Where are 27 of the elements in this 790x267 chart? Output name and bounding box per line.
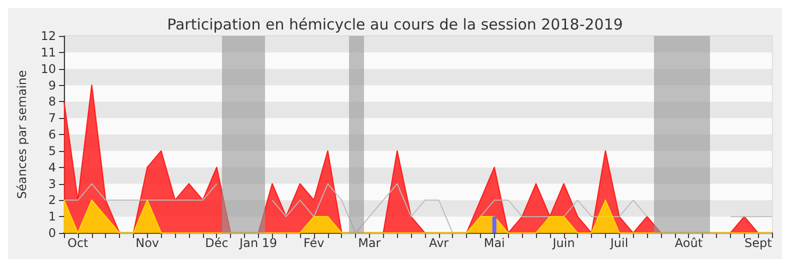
x-tick-label: Oct: [68, 236, 89, 250]
y-tick-label: 2: [48, 193, 56, 208]
x-tick-label: Juin: [552, 236, 575, 250]
y-tick-label: 11: [40, 45, 56, 60]
y-tick-label: 5: [48, 144, 56, 158]
x-tick-label: Avr: [429, 236, 449, 250]
y-tick-label: 3: [48, 176, 56, 191]
y-tick-label: 6: [48, 128, 56, 142]
x-tick-label: Fév: [304, 236, 324, 250]
y-tick-label: 1: [48, 210, 56, 224]
x-tick-label: Août: [674, 236, 703, 250]
y-tick-label: 0: [48, 226, 56, 240]
chart-title: Participation en hémicycle au cours de la session 2018-2019: [167, 16, 623, 34]
x-tick-label: Mai: [484, 236, 505, 250]
y-tick-label: 7: [48, 111, 56, 126]
y-tick-label: 4: [48, 160, 56, 174]
y-axis-title: Séances par semaine: [15, 70, 29, 199]
x-tick-label: Jan 19: [238, 236, 278, 250]
x-tick-label: Déc: [205, 236, 228, 250]
x-tick-label: Juil: [609, 236, 628, 250]
y-tick-label: 12: [40, 29, 56, 43]
y-tick-label: 9: [48, 78, 56, 92]
y-tick-label: 8: [48, 94, 56, 109]
x-tick-label: Mar: [358, 236, 381, 250]
y-tick-label: 10: [40, 62, 56, 76]
x-tick-label: Sept: [744, 236, 772, 250]
x-tick-label: Nov: [136, 236, 160, 250]
